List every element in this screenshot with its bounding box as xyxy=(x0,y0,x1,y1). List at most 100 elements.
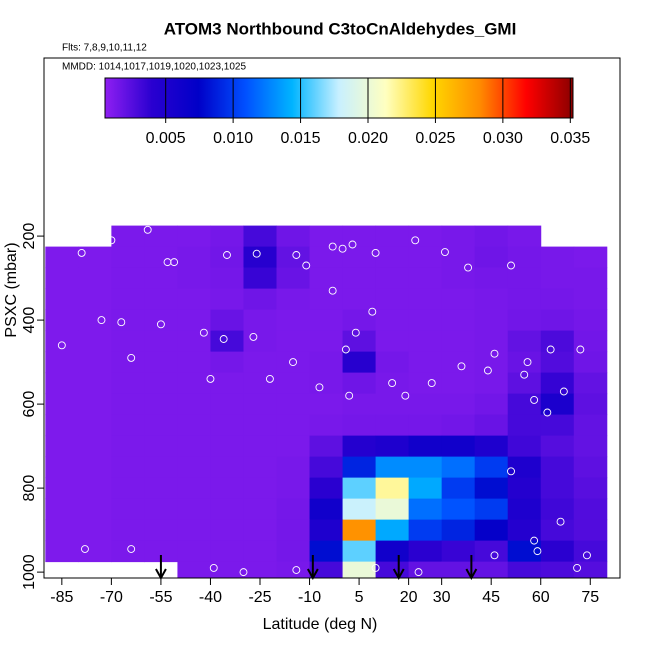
heat-cell xyxy=(78,435,112,458)
heat-cell xyxy=(309,498,344,521)
heat-cell xyxy=(111,330,145,353)
heat-cell xyxy=(408,540,443,563)
heat-cell xyxy=(540,477,575,500)
sample-point xyxy=(490,551,499,560)
x-tick-label: -40 xyxy=(199,589,222,606)
heat-cell xyxy=(342,372,377,395)
heat-cell xyxy=(177,372,211,395)
heat-cell xyxy=(408,477,443,500)
heat-cell xyxy=(474,540,509,563)
x-tick-label: -10 xyxy=(298,589,321,606)
heat-cell xyxy=(78,540,112,563)
heat-cell xyxy=(540,309,575,332)
heat-cell xyxy=(144,246,178,269)
heat-cell xyxy=(540,414,575,437)
colorbar-tick-label: 0.010 xyxy=(213,130,253,147)
heat-cell xyxy=(210,288,244,311)
sample-point xyxy=(292,566,301,574)
heat-cell xyxy=(342,561,377,578)
heat-cell xyxy=(177,498,211,521)
heat-cell xyxy=(210,477,244,500)
sample-point xyxy=(77,248,86,257)
heat-cell xyxy=(210,246,244,269)
sample-point xyxy=(57,341,66,350)
heat-cell xyxy=(573,372,608,395)
sample-point xyxy=(523,358,532,367)
x-tick-label: -70 xyxy=(100,589,123,606)
heat-cell xyxy=(309,414,344,437)
heat-cell xyxy=(540,267,575,290)
heat-cell xyxy=(45,477,79,500)
heat-cell xyxy=(144,414,178,437)
heat-cell xyxy=(573,498,608,521)
heat-cell xyxy=(111,414,145,437)
heat-cell xyxy=(573,519,608,542)
heat-cell xyxy=(309,435,344,458)
heat-cell xyxy=(45,393,79,416)
heat-cell xyxy=(408,351,443,374)
heat-cell xyxy=(210,456,244,479)
heat-cell xyxy=(540,498,575,521)
heat-cell xyxy=(276,225,311,248)
heat-cell xyxy=(243,519,278,542)
heat-cell xyxy=(144,477,178,500)
sample-point xyxy=(143,225,152,234)
heat-cell xyxy=(540,330,575,353)
heat-cell xyxy=(342,540,377,563)
heat-cell xyxy=(540,372,575,395)
sample-point xyxy=(127,353,136,362)
sample-point xyxy=(348,240,357,249)
heat-cell xyxy=(144,288,178,311)
heat-cell xyxy=(177,288,211,311)
heat-cell xyxy=(243,246,278,269)
sample-point xyxy=(546,345,555,354)
heat-cell xyxy=(474,267,509,290)
heat-cell xyxy=(441,246,476,269)
sample-point xyxy=(507,467,515,476)
heat-cell xyxy=(243,351,278,374)
heat-cell xyxy=(375,330,410,353)
heat-cell xyxy=(309,309,344,332)
heat-cell xyxy=(309,540,344,563)
overlay: 0.005 0.010 0.015 0.020 0.025 0.030 0.035 MMDD:… xyxy=(21,57,621,606)
heat-cell xyxy=(243,225,278,248)
sample-point xyxy=(427,379,436,388)
heat-cell xyxy=(210,309,244,332)
heat-cell xyxy=(210,267,244,290)
heat-cell xyxy=(177,540,211,563)
heat-cell xyxy=(507,330,542,353)
sample-point xyxy=(543,408,552,417)
sample-point xyxy=(239,568,248,577)
heat-cell xyxy=(441,372,476,395)
heat-cell xyxy=(540,288,575,311)
heat-cell xyxy=(441,288,476,311)
heat-cell xyxy=(243,477,278,500)
heat-cell xyxy=(408,561,443,578)
heat-cell xyxy=(408,225,443,248)
heat-cell xyxy=(45,288,79,311)
heat-cell xyxy=(309,225,344,248)
heat-cell xyxy=(243,435,278,458)
heat-cell xyxy=(474,561,509,578)
heat-cell xyxy=(375,393,410,416)
heat-cell xyxy=(210,330,244,353)
heat-cell xyxy=(507,498,542,521)
heat-cell xyxy=(144,372,178,395)
heat-cell xyxy=(507,477,542,500)
heat-cell xyxy=(474,372,509,395)
heat-cell xyxy=(540,519,575,542)
heat-cell xyxy=(309,351,344,374)
heat-cell xyxy=(45,540,79,563)
y-tick-label: 800 xyxy=(21,475,38,502)
heat-cell xyxy=(144,540,178,563)
sample-point xyxy=(464,263,473,272)
sample-point xyxy=(371,248,380,257)
sample-point xyxy=(556,517,565,526)
sample-point xyxy=(345,391,354,400)
sample-point xyxy=(583,551,591,560)
heat-cell xyxy=(45,372,79,395)
y-tick-label: 400 xyxy=(21,307,38,334)
heat-cell xyxy=(309,393,344,416)
heat-cell xyxy=(474,519,509,542)
heat-cell xyxy=(144,519,178,542)
